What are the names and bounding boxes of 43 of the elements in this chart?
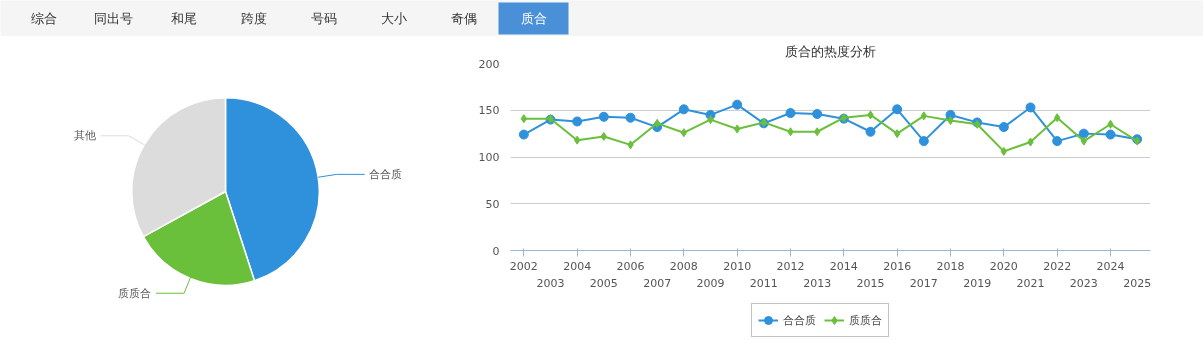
- x-tick-label: 2014: [829, 259, 858, 273]
- x-tick-label: 2007: [643, 276, 672, 290]
- slice-label: 质质合: [118, 286, 152, 300]
- slice-label: 其他: [73, 129, 96, 143]
- legend-label: 合合质: [783, 312, 816, 328]
- text: 跨度: [240, 11, 267, 26]
- x-tick-label: 2010: [723, 259, 752, 273]
- text: 综合: [30, 11, 57, 26]
- x-tick-label: 2002: [509, 259, 538, 273]
- x-tick-label: 2022: [1043, 259, 1072, 273]
- text: 大小: [380, 11, 407, 26]
- x-tick-label: 2024: [1096, 259, 1125, 273]
- text: 奇偶: [450, 11, 477, 26]
- x-tick-label: 2008: [669, 259, 698, 273]
- text: 质合: [520, 11, 547, 26]
- x-tick-label: 2005: [589, 276, 618, 290]
- chart-title: 质合的热度分析: [785, 43, 876, 59]
- x-tick-label: 2004: [563, 259, 592, 273]
- x-tick-label: 2021: [1016, 276, 1045, 290]
- y-tick-label: 100: [478, 151, 500, 164]
- x-tick-label: 2023: [1069, 276, 1098, 290]
- x-tick-label: 2025: [1123, 276, 1152, 290]
- x-tick-label: 2011: [749, 276, 778, 290]
- text: 号码: [310, 11, 337, 26]
- x-tick-label: 2019: [963, 276, 992, 290]
- x-tick-label: 2017: [909, 276, 938, 290]
- legend-label: 质质合: [849, 312, 882, 328]
- x-tick-label: 2003: [536, 276, 565, 290]
- x-tick-label: 2020: [989, 259, 1018, 273]
- x-tick-label: 2013: [803, 276, 832, 290]
- x-tick-label: 2018: [936, 259, 965, 273]
- text: 同出号: [94, 11, 133, 26]
- y-tick-label: 50: [485, 197, 500, 211]
- x-tick-label: 2009: [696, 276, 725, 290]
- text: 和尾: [170, 11, 197, 26]
- x-tick-label: 2016: [883, 259, 912, 273]
- x-tick-label: 2015: [856, 276, 885, 290]
- y-tick-label: 150: [478, 104, 500, 118]
- x-tick-label: 2012: [776, 259, 805, 273]
- slice-label: 合合质: [369, 167, 403, 181]
- y-tick-label: 0: [492, 244, 500, 258]
- x-tick-label: 2006: [616, 259, 645, 273]
- y-tick-label: 200: [478, 57, 500, 71]
